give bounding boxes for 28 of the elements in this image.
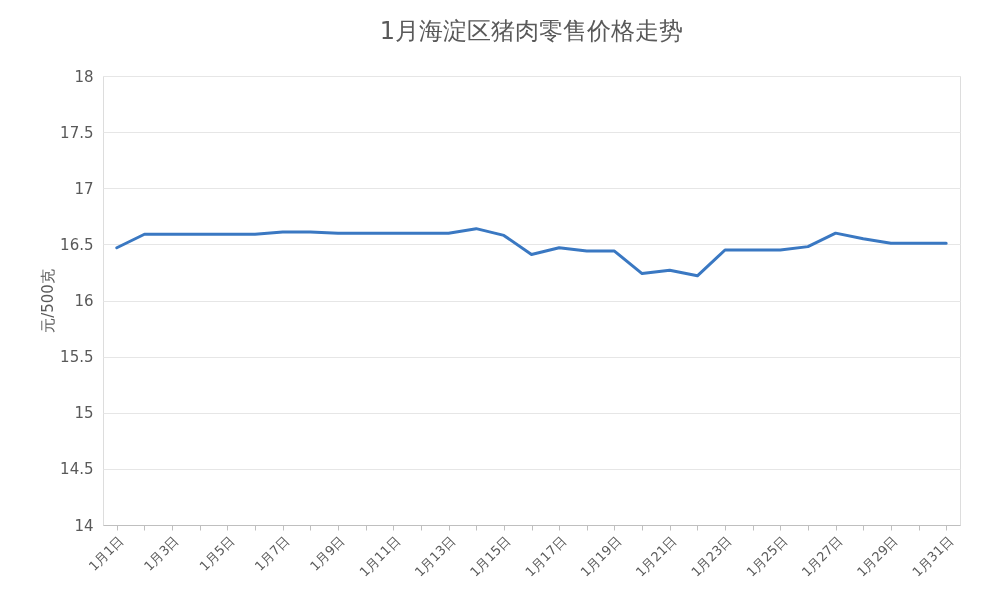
- x-tick-label: 1月7日: [251, 533, 293, 574]
- x-tick-label: 1月31日: [909, 533, 956, 580]
- y-tick-label: 16: [74, 292, 94, 310]
- x-tick-label: 1月23日: [688, 533, 735, 580]
- x-tick-label: 1月29日: [854, 533, 901, 580]
- y-tick-label: 17: [74, 179, 94, 198]
- y-tick-label: 18: [74, 67, 94, 86]
- x-tick-label: 1月3日: [141, 533, 182, 574]
- x-tick-label: 1月9日: [306, 533, 348, 574]
- line-series: [115, 227, 948, 278]
- y-tick-label: 14.5: [60, 460, 94, 479]
- y-tick-label: 14: [74, 516, 94, 535]
- x-tick-label: 1月15日: [467, 533, 514, 580]
- x-tick-label: 1月13日: [411, 533, 459, 580]
- x-tick-label: 1月1日: [85, 533, 127, 574]
- y-tick-label: 15.5: [60, 348, 94, 367]
- y-tick-label: 17.5: [60, 123, 94, 142]
- y-tick-label: 15: [74, 404, 94, 423]
- chart-title: 1月海淀区猪肉零售价格走势: [379, 17, 684, 45]
- x-tick-label: 1月21日: [632, 533, 680, 580]
- x-tick-label: 1月5日: [196, 533, 238, 574]
- y-axis-title: 元/500克: [39, 269, 58, 333]
- x-tick-label: 1月25日: [743, 533, 790, 580]
- y-tick-label: 16.5: [60, 235, 94, 254]
- x-tick-label: 1月19日: [577, 533, 625, 580]
- x-tick-label: 1月17日: [522, 533, 569, 580]
- x-tick-label: 1月11日: [356, 533, 403, 580]
- x-tick-label: 1月27日: [798, 533, 846, 580]
